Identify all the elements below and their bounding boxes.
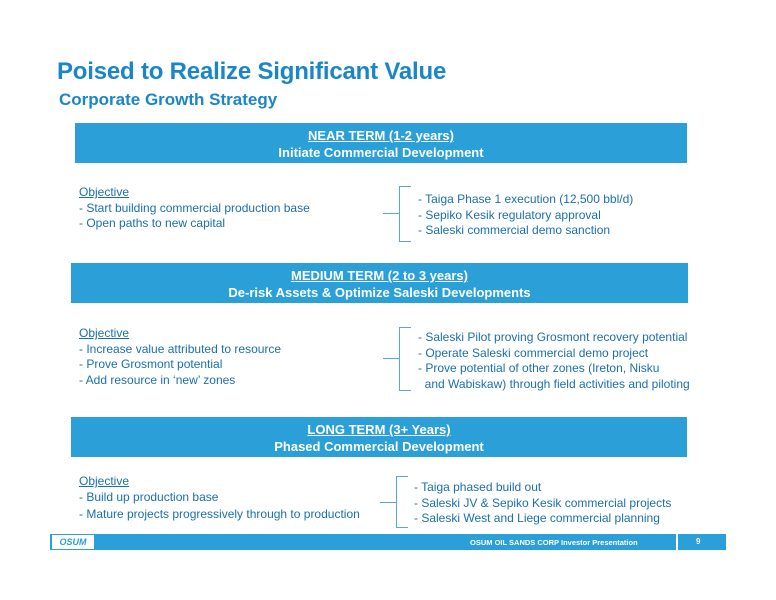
near-term-objectives: Objective - Start building commercial pr… [79, 185, 310, 232]
bracket-connector [383, 213, 400, 214]
near-term-label: NEAR TERM (1-2 years) [308, 128, 454, 143]
action-item: - Prove potential of other zones (Ireton… [418, 361, 660, 375]
medium-term-band: MEDIUM TERM (2 to 3 years) De-risk Asset… [71, 263, 688, 303]
near-term-description: Initiate Commercial Development [278, 145, 484, 160]
bracket [396, 476, 408, 528]
slide-subtitle: Corporate Growth Strategy [59, 90, 278, 109]
slide-title: Poised to Realize Significant Value [57, 58, 447, 85]
long-term-label: LONG TERM (3+ Years) [307, 422, 451, 437]
bracket-connector [380, 502, 397, 503]
near-term-actions: - Taiga Phase 1 execution (12,500 bbl/d)… [418, 192, 633, 239]
medium-term-objectives: Objective - Increase value attributed to… [79, 326, 281, 388]
medium-term-description: De-risk Assets & Optimize Saleski Develo… [228, 285, 531, 300]
bracket [399, 327, 411, 391]
medium-term-actions: - Saleski Pilot proving Grosmont recover… [418, 330, 690, 392]
action-item: - Taiga Phase 1 execution (12,500 bbl/d) [418, 192, 634, 206]
objective-label: Objective [79, 474, 130, 488]
long-term-objectives: Objective - Build up production base - M… [79, 474, 360, 523]
objective-item: - Mature projects progressively through … [79, 507, 360, 521]
long-term-description: Phased Commercial Development [274, 439, 484, 454]
bracket [399, 186, 411, 242]
action-item: - Saleski Pilot proving Grosmont recover… [418, 330, 688, 344]
action-item: - Taiga phased build out [414, 480, 542, 494]
objective-item: - Start building commercial production b… [79, 200, 310, 215]
near-term-band: NEAR TERM (1-2 years) Initiate Commercia… [75, 123, 687, 163]
action-item: - Saleski commercial demo sanction [418, 223, 611, 237]
bracket-connector [383, 358, 400, 359]
objective-item: - Build up production base [79, 489, 219, 504]
footer-bar [50, 534, 726, 550]
footer-divider [676, 534, 678, 550]
action-item: - Saleski JV & Sepiko Kesik commercial p… [414, 495, 672, 510]
osum-logo: OSUM [52, 535, 94, 549]
objective-item: - Prove Grosmont potential [79, 357, 223, 371]
footer-text: OSUM OIL SANDS CORP Investor Presentatio… [470, 538, 638, 547]
action-item: and Wabiskaw) through field activities a… [418, 376, 690, 391]
long-term-band: LONG TERM (3+ Years) Phased Commercial D… [71, 417, 687, 457]
long-term-actions: - Taiga phased build out - Saleski JV & … [414, 480, 671, 527]
objective-label: Objective [79, 185, 130, 199]
objective-label: Objective [79, 326, 130, 340]
objective-item: - Open paths to new capital [79, 216, 226, 230]
medium-term-label: MEDIUM TERM (2 to 3 years) [291, 268, 468, 283]
action-item: - Operate Saleski commercial demo projec… [418, 345, 649, 360]
objective-item: - Increase value attributed to resource [79, 341, 282, 356]
action-item: - Saleski West and Liege commercial plan… [414, 511, 660, 525]
page-number: 9 [696, 537, 701, 546]
objective-item: - Add resource in ‘new’ zones [79, 372, 236, 387]
action-item: - Sepiko Kesik regulatory approval [418, 207, 601, 222]
